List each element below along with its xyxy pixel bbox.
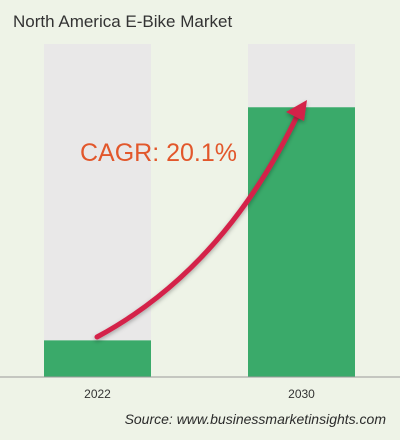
bar-2030 xyxy=(248,107,355,378)
bar-track-2022 xyxy=(44,44,151,377)
x-tick-label-2022: 2022 xyxy=(84,387,111,401)
bars xyxy=(44,107,355,378)
arrow-head xyxy=(286,100,307,121)
growth-arrow xyxy=(94,109,302,340)
cagr-annotation: CAGR: 20.1% xyxy=(80,139,237,167)
source-note: Source: www.businessmarketinsights.com xyxy=(124,411,386,427)
x-tick-labels: 2022 2030 xyxy=(84,387,315,401)
chart-title: North America E-Bike Market xyxy=(13,12,233,31)
bar-2022 xyxy=(44,340,151,377)
x-tick-label-2030: 2030 xyxy=(288,387,315,401)
